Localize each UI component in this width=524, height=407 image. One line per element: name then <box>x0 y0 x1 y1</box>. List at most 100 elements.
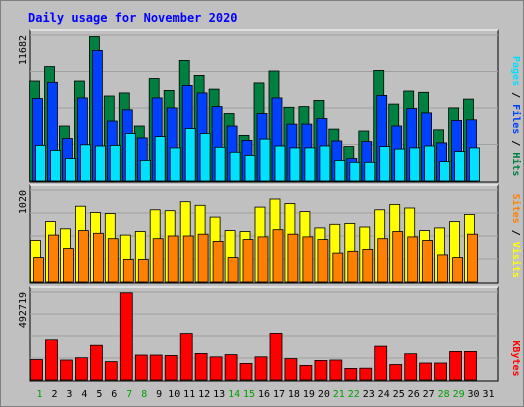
bar-pages-10 <box>169 147 181 182</box>
legend-files: Files <box>510 104 522 134</box>
day-label-19: 19 <box>303 389 315 400</box>
panel-visits: 1020 Sites / Visits <box>18 184 522 284</box>
bar-pages-8 <box>139 159 151 182</box>
day-label-15: 15 <box>243 389 255 400</box>
bar-sites-30 <box>467 233 478 283</box>
day-label-22: 22 <box>348 389 360 400</box>
bar-kbytes-16 <box>254 356 268 381</box>
day-label-23: 23 <box>363 389 375 400</box>
day-label-20: 20 <box>318 389 330 400</box>
legend-visits: Visits <box>510 242 522 278</box>
legend-hits: Pages / Files / Hits <box>510 56 522 176</box>
legend-kbytes: KBytes <box>510 340 521 376</box>
bar-kbytes-13 <box>209 356 223 381</box>
bar-kbytes-11 <box>179 333 193 381</box>
day-label-29: 29 <box>453 389 465 400</box>
bar-kbytes-25 <box>389 364 403 381</box>
bar-pages-2 <box>50 149 61 182</box>
day-label-4: 4 <box>81 389 87 400</box>
bar-kbytes-21 <box>329 359 343 381</box>
bar-sites-2 <box>48 234 59 283</box>
bar-pages-12 <box>199 133 211 182</box>
day-label-8: 8 <box>141 389 147 400</box>
bar-sites-5 <box>93 232 104 283</box>
bar-sites-13 <box>212 240 224 283</box>
bar-sites-17 <box>272 229 284 283</box>
bar-pages-23 <box>364 161 376 182</box>
bar-kbytes-14 <box>224 354 238 381</box>
bar-sites-25 <box>392 231 404 283</box>
bar-kbytes-10 <box>164 354 178 381</box>
bar-sites-22 <box>347 250 359 283</box>
bar-sites-7 <box>122 259 134 283</box>
bar-kbytes-18 <box>284 358 298 381</box>
bar-sites-29 <box>452 257 464 283</box>
bar-pages-28 <box>439 161 451 182</box>
bar-kbytes-12 <box>194 352 208 381</box>
day-label-1: 1 <box>36 389 42 400</box>
bar-kbytes-28 <box>434 362 448 381</box>
max-label-hits: 11682 <box>18 35 29 65</box>
bar-kbytes-4 <box>75 357 88 381</box>
bar-pages-17 <box>274 145 286 182</box>
legend-hits: Hits <box>510 152 522 176</box>
bar-pages-29 <box>454 151 466 182</box>
bar-kbytes-2 <box>45 339 58 381</box>
svg-text:Pages / Files / Hits: Pages / Files / Hits <box>510 56 522 176</box>
chart-title: Daily usage for November 2020 <box>28 11 238 25</box>
legend-sites: Sites <box>510 194 522 224</box>
bar-sites-3 <box>63 248 74 283</box>
bar-kbytes-20 <box>314 359 328 381</box>
day-label-3: 3 <box>66 389 72 400</box>
bar-sites-10 <box>167 235 179 283</box>
bar-kbytes-29 <box>449 350 463 381</box>
bar-pages-30 <box>469 147 480 182</box>
day-label-9: 9 <box>156 389 162 400</box>
bar-sites-4 <box>78 230 89 283</box>
legend-kbytes: KBytes <box>510 340 521 376</box>
day-label-6: 6 <box>111 389 117 400</box>
day-label-21: 21 <box>333 389 345 400</box>
bar-sites-9 <box>152 238 164 283</box>
legend-visits: Sites / Visits <box>510 194 522 278</box>
day-label-7: 7 <box>126 389 132 400</box>
day-labels: 1 2 3 4 5 6 7 8 9 10 11 12 13 14 15 16 17 18 19 20 21 22 23 24 2… <box>36 389 494 400</box>
day-label-18: 18 <box>288 389 300 400</box>
bar-pages-25 <box>394 148 406 182</box>
day-label-25: 25 <box>393 389 405 400</box>
bar-sites-20 <box>317 239 329 283</box>
bar-pages-21 <box>334 159 346 182</box>
bar-kbytes-9 <box>149 354 163 381</box>
legend-pages: Pages <box>510 56 521 86</box>
day-label-2: 2 <box>51 389 57 400</box>
bar-pages-14 <box>229 151 241 182</box>
day-label-30: 30 <box>467 389 479 400</box>
bar-sites-26 <box>407 236 419 283</box>
bar-sites-23 <box>362 249 374 283</box>
bar-sites-28 <box>437 254 449 283</box>
bar-kbytes-1 <box>30 359 43 381</box>
day-label-16: 16 <box>258 389 270 400</box>
bar-pages-4 <box>80 144 91 182</box>
day-label-5: 5 <box>96 389 102 400</box>
day-label-17: 17 <box>273 389 285 400</box>
day-label-26: 26 <box>408 389 420 400</box>
bar-sites-16 <box>257 236 269 283</box>
bar-kbytes-5 <box>90 344 103 381</box>
bar-sites-12 <box>197 233 209 283</box>
day-label-10: 10 <box>168 389 180 400</box>
bar-sites-19 <box>302 236 314 283</box>
bar-pages-18 <box>289 147 301 182</box>
day-label-14: 14 <box>228 389 240 400</box>
bar-pages-9 <box>154 136 166 182</box>
max-label-visits: 1020 <box>18 190 29 214</box>
bar-kbytes-8 <box>134 354 148 381</box>
bar-pages-22 <box>349 161 361 182</box>
legend-separator: / <box>510 134 521 152</box>
panel-kbytes: 492719 KBytes <box>18 286 521 382</box>
bar-pages-26 <box>409 147 421 182</box>
bar-pages-3 <box>65 158 76 182</box>
day-label-28: 28 <box>438 389 450 400</box>
bar-pages-1 <box>35 144 46 182</box>
bar-kbytes-24 <box>374 345 388 381</box>
